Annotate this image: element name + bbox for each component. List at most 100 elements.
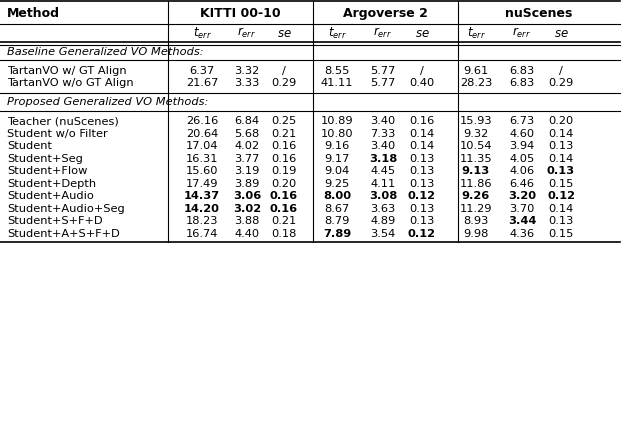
Text: 0.12: 0.12 [547,191,575,201]
Text: 6.84: 6.84 [234,116,260,126]
Text: 3.40: 3.40 [371,116,396,126]
Text: 3.40: 3.40 [371,141,396,151]
Text: 5.68: 5.68 [234,129,260,139]
Text: 3.20: 3.20 [508,191,536,201]
Text: 0.15: 0.15 [548,179,573,189]
Text: 8.55: 8.55 [324,66,349,76]
Text: 9.98: 9.98 [463,229,489,239]
Text: 6.73: 6.73 [509,116,534,126]
Text: $se$: $se$ [554,27,568,39]
Text: 3.33: 3.33 [234,78,260,88]
Text: $t_{err}$: $t_{err}$ [193,25,211,41]
Text: /: / [282,66,286,76]
Text: 11.29: 11.29 [460,204,492,214]
Text: $r_{err}$: $r_{err}$ [237,26,257,40]
Text: 21.67: 21.67 [186,78,218,88]
Text: 3.89: 3.89 [234,179,260,189]
Text: 6.83: 6.83 [509,78,534,88]
Text: 6.37: 6.37 [189,66,214,76]
Text: 16.74: 16.74 [186,229,218,239]
Text: 16.31: 16.31 [186,154,218,164]
Text: 15.60: 15.60 [186,166,218,176]
Text: 10.54: 10.54 [460,141,492,151]
Text: 4.89: 4.89 [371,216,396,226]
Text: 3.32: 3.32 [234,66,260,76]
Text: 9.61: 9.61 [463,66,488,76]
Text: 8.67: 8.67 [324,204,349,214]
Text: 0.16: 0.16 [271,154,296,164]
Text: 10.80: 10.80 [321,129,353,139]
Text: Teacher (nuScenes): Teacher (nuScenes) [7,116,119,126]
Text: 0.29: 0.29 [548,78,573,88]
Text: 6.46: 6.46 [509,179,534,189]
Text: 0.13: 0.13 [547,166,575,176]
Text: 8.93: 8.93 [463,216,489,226]
Text: 9.17: 9.17 [324,154,349,164]
Text: 28.23: 28.23 [460,78,492,88]
Text: $t_{err}$: $t_{err}$ [467,25,485,41]
Text: 9.25: 9.25 [324,179,349,189]
Text: 3.02: 3.02 [233,204,261,214]
Text: 3.06: 3.06 [233,191,261,201]
Text: Student+Depth: Student+Depth [7,179,96,189]
Text: 11.35: 11.35 [460,154,492,164]
Text: 17.04: 17.04 [186,141,218,151]
Text: 3.44: 3.44 [508,216,536,226]
Text: 0.29: 0.29 [271,78,296,88]
Text: 0.16: 0.16 [270,204,298,214]
Text: 0.13: 0.13 [410,216,435,226]
Text: 10.89: 10.89 [321,116,353,126]
Text: TartanVO w/ GT Align: TartanVO w/ GT Align [7,66,127,76]
Text: 4.40: 4.40 [234,229,260,239]
Text: 0.18: 0.18 [271,229,297,239]
Text: 7.33: 7.33 [371,129,396,139]
Text: 0.14: 0.14 [410,129,435,139]
Text: Student: Student [7,141,52,151]
Text: $se$: $se$ [415,27,429,39]
Text: 4.45: 4.45 [371,166,396,176]
Text: Student+Audio+Seg: Student+Audio+Seg [7,204,125,214]
Text: 3.08: 3.08 [369,191,397,201]
Text: 0.16: 0.16 [271,141,296,151]
Text: 3.70: 3.70 [509,204,534,214]
Text: 26.16: 26.16 [186,116,218,126]
Text: 0.16: 0.16 [270,191,298,201]
Text: 0.25: 0.25 [271,116,296,126]
Text: 0.14: 0.14 [548,129,573,139]
Text: 0.15: 0.15 [548,229,573,239]
Text: 4.02: 4.02 [234,141,260,151]
Text: 9.32: 9.32 [463,129,488,139]
Text: 4.11: 4.11 [371,179,396,189]
Text: 9.13: 9.13 [462,166,490,176]
Text: $r_{err}$: $r_{err}$ [374,26,392,40]
Text: Student+S+F+D: Student+S+F+D [7,216,102,226]
Text: 15.93: 15.93 [460,116,492,126]
Text: KITTI 00-10: KITTI 00-10 [200,6,281,19]
Text: /: / [559,66,563,76]
Text: 8.00: 8.00 [323,191,351,201]
Text: 4.05: 4.05 [509,154,534,164]
Text: 0.13: 0.13 [410,204,435,214]
Text: 0.13: 0.13 [410,154,435,164]
Text: 20.64: 20.64 [186,129,218,139]
Text: 3.94: 3.94 [509,141,534,151]
Text: 0.21: 0.21 [271,216,296,226]
Text: $t_{err}$: $t_{err}$ [328,25,346,41]
Text: 0.16: 0.16 [410,116,435,126]
Text: Baseline Generalized VO Methods:: Baseline Generalized VO Methods: [7,47,204,57]
Text: 0.12: 0.12 [408,229,436,239]
Text: Student+Flow: Student+Flow [7,166,88,176]
Text: Student+Audio: Student+Audio [7,191,94,201]
Text: 11.86: 11.86 [460,179,492,189]
Text: 0.14: 0.14 [548,154,573,164]
Text: 9.16: 9.16 [324,141,349,151]
Text: 4.60: 4.60 [509,129,534,139]
Text: 3.77: 3.77 [234,154,260,164]
Text: 8.79: 8.79 [324,216,349,226]
Text: Method: Method [7,6,60,19]
Text: 3.63: 3.63 [371,204,396,214]
Text: TartanVO w/o GT Align: TartanVO w/o GT Align [7,78,134,88]
Text: 6.83: 6.83 [509,66,534,76]
Text: Argoverse 2: Argoverse 2 [343,6,428,19]
Text: /: / [420,66,424,76]
